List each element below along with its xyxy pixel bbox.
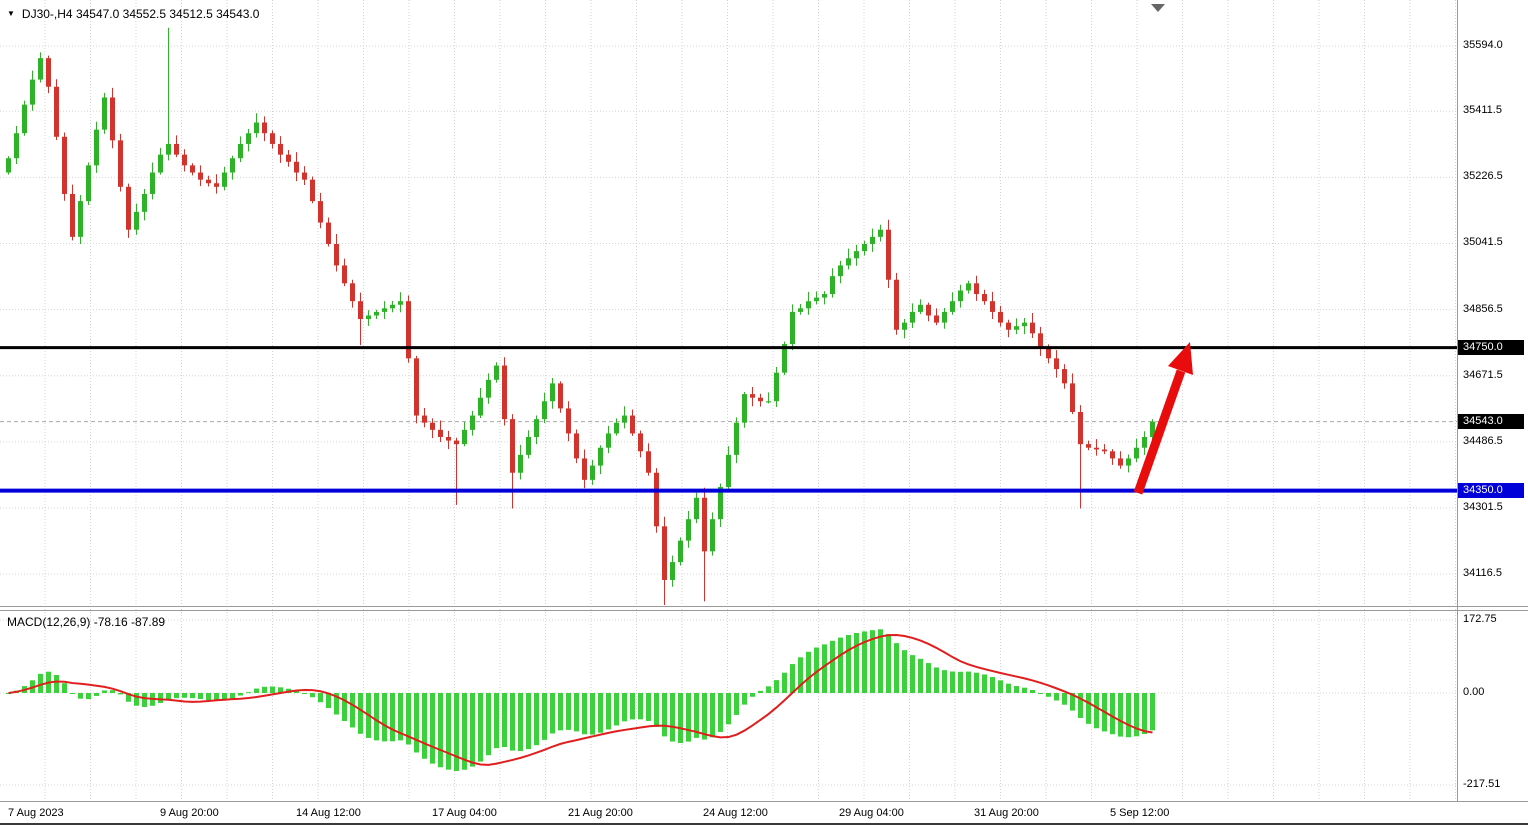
time-axis-label: 7 Aug 2023 xyxy=(8,807,64,819)
price-axis-label: 34116.5 xyxy=(1463,567,1502,580)
gridlines xyxy=(0,0,1457,801)
price-axis-label: 34301.5 xyxy=(1463,500,1503,513)
candlestick-series xyxy=(6,27,1155,605)
price-axis-label: 35594.0 xyxy=(1463,39,1503,51)
time-axis-label: 9 Aug 20:00 xyxy=(160,807,219,819)
time-axis-label: 24 Aug 12:00 xyxy=(703,807,768,819)
price-tag: 34350.0 xyxy=(1458,482,1524,498)
trend-arrow-head xyxy=(1168,342,1193,375)
price-axis-label: 34671.5 xyxy=(1463,368,1503,381)
chart-shift-marker-icon[interactable] xyxy=(1151,4,1165,12)
time-axis-label: 17 Aug 04:00 xyxy=(432,807,497,819)
time-axis-label: 21 Aug 20:00 xyxy=(568,807,633,819)
symbol-ohlc-text: DJ30-,H4 34547.0 34552.5 34512.5 34543.0 xyxy=(21,7,260,21)
collapse-icon[interactable]: ▼ xyxy=(7,9,15,18)
indicator-label: MACD(12,26,9) -78.16 -87.89 xyxy=(7,615,166,629)
symbol-info: ▼ DJ30-,H4 34547.0 34552.5 34512.5 34543… xyxy=(7,7,259,21)
indicator-axis-label: 172.75 xyxy=(1463,612,1497,625)
price-axis-label: 35411.5 xyxy=(1463,104,1502,117)
indicator-axis-label: 0.00 xyxy=(1463,686,1485,698)
time-axis-label: 5 Sep 12:00 xyxy=(1110,807,1170,819)
time-axis-label: 14 Aug 12:00 xyxy=(296,807,361,819)
price-axis-label: 35226.5 xyxy=(1463,170,1503,183)
time-axis-label: 31 Aug 20:00 xyxy=(974,807,1039,819)
price-axis-label: 35041.5 xyxy=(1463,236,1503,249)
macd-indicator xyxy=(6,629,1155,771)
indicator-axis-label: -217.51 xyxy=(1463,777,1501,790)
price-axis-label: 34856.5 xyxy=(1463,302,1503,315)
price-tag: 34543.0 xyxy=(1458,413,1524,429)
time-axis-label: 29 Aug 04:00 xyxy=(839,807,904,819)
trend-arrow-shaft xyxy=(1133,369,1186,495)
price-tag: 34750.0 xyxy=(1458,339,1524,355)
price-axis-label: 34486.5 xyxy=(1463,434,1503,447)
